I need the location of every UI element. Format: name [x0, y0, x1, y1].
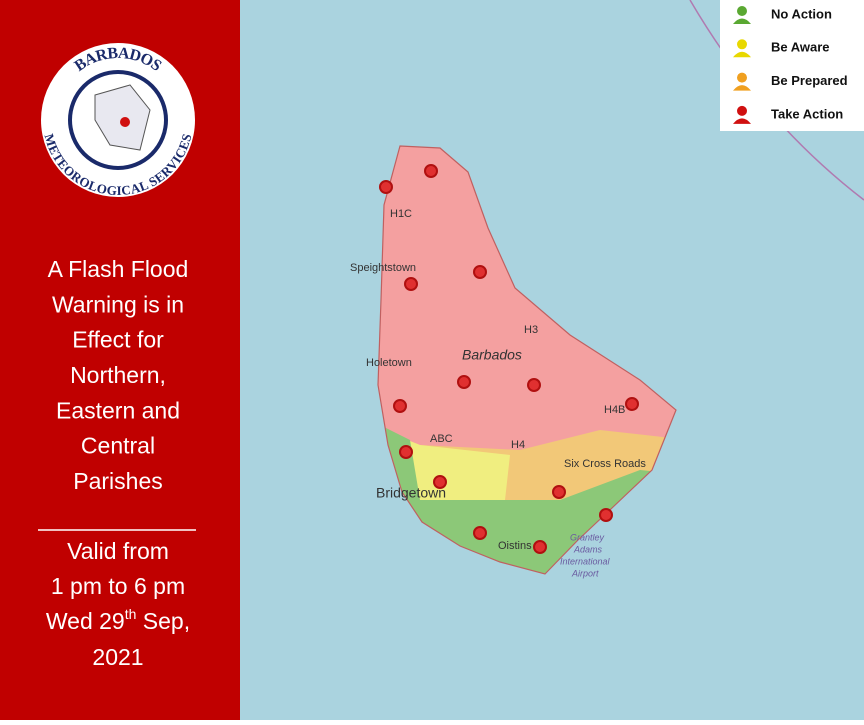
legend-icon: [737, 72, 747, 83]
legend-label: Be Prepared: [771, 73, 848, 88]
valid-label: Valid from: [67, 538, 169, 564]
warning-line: Central: [81, 433, 155, 459]
road: H3: [524, 324, 538, 336]
logo: BARBADOS METEOROLOGICAL SERVICES: [41, 43, 195, 198]
legend-icon: [733, 118, 751, 124]
day: Wed 29: [46, 608, 125, 634]
markers: [379, 164, 639, 554]
legend-icon: [737, 39, 747, 50]
town: Oistins: [498, 540, 532, 552]
legend-label: No Action: [771, 6, 832, 21]
warning-line: Eastern and: [56, 397, 180, 423]
road: ABC: [430, 433, 453, 445]
warning-line: A Flash Flood: [48, 256, 189, 282]
warning-line: Northern,: [70, 362, 166, 388]
warning-line: Warning is in: [52, 291, 184, 317]
town: Holetown: [366, 357, 412, 369]
legend-icon: [737, 105, 747, 116]
valid-date: Wed 29th Sep,: [46, 606, 190, 634]
month: Sep,: [136, 608, 190, 634]
map-labels: Speightstown Holetown Barbados Bridgetow…: [350, 208, 646, 578]
legend-icon: [733, 85, 751, 91]
legend-items: No Action Be Aware Be Prepared Take Action: [733, 6, 848, 124]
warning: A Flash Flood Warning is in Effect for Nort…: [48, 256, 189, 494]
legend-icon: [733, 51, 751, 58]
road: H1C: [390, 208, 412, 220]
valid-time: 1 pm to 6 pm: [51, 573, 185, 599]
road: H4B: [604, 404, 625, 416]
airport: Airport: [571, 568, 599, 578]
airport: Adams: [573, 544, 603, 554]
town: Speightstown: [350, 262, 416, 274]
airport: Grantley: [570, 532, 605, 542]
road: H4: [511, 439, 525, 451]
warning-line: Effect for: [72, 327, 164, 353]
island-name: Barbados: [462, 347, 522, 363]
legend-icon: [737, 6, 747, 16]
legend-label: Take Action: [771, 106, 843, 121]
town: Bridgetown: [376, 485, 446, 501]
valid-year: 2021: [92, 644, 143, 670]
legend-label: Be Aware: [771, 40, 830, 55]
town: Six Cross Roads: [564, 458, 646, 470]
airport: International: [560, 556, 611, 566]
legend-icon: [733, 18, 751, 24]
warning-line: Parishes: [73, 468, 162, 494]
suffix: th: [125, 606, 137, 622]
